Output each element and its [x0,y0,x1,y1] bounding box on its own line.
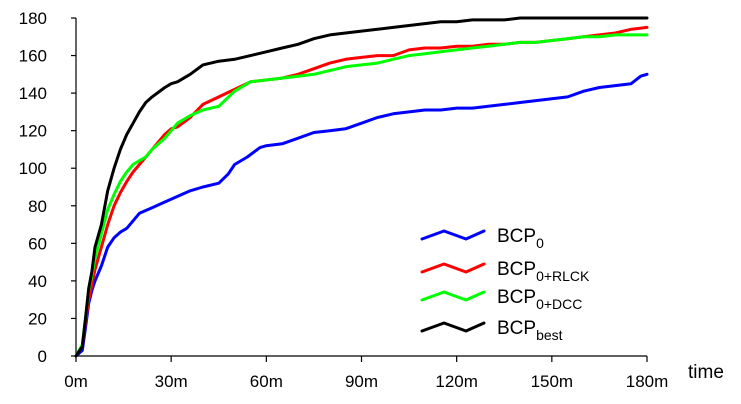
series-lines [74,16,649,358]
x-axis-ticks: 0m 30m 60m 90m 120m 150m 180m [64,356,668,391]
legend-swatch [420,262,486,274]
y-tick-label: 140 [19,84,47,103]
x-axis-title: time [688,362,724,383]
series-line-1 [74,72,649,358]
x-tick-label: 90m [345,372,378,391]
y-tick-label: 20 [28,309,47,328]
x-tick-label: 60m [250,372,283,391]
x-tick-label: 150m [531,372,574,391]
x-tick-label: 30m [155,372,188,391]
legend-subscript: 0+DCC [536,296,582,312]
y-axis-ticks: 0 20 40 60 80 100 120 140 160 180 [19,9,76,366]
legend-swatch [420,321,486,333]
legend-name: BCP [497,287,536,308]
y-tick-label: 0 [38,347,47,366]
legend-subscript: 0+RLCK [536,268,590,284]
legend-entry-label: BCP0+RLCK [497,259,590,284]
y-tick-label: 160 [19,47,47,66]
y-tick-label: 80 [28,197,47,216]
y-tick-label: 60 [28,234,47,253]
legend-entry-label: BCP0 [497,226,544,251]
x-tick-label: 180m [626,372,669,391]
legend-name: BCP [497,259,536,280]
x-tick-label: 120m [435,372,478,391]
series-line-3 [74,33,649,358]
y-tick-label: 100 [19,159,47,178]
legend-swatch [420,229,486,241]
legend-subscript: best [536,327,563,343]
legend-entry-label: BCPbest [497,318,563,343]
legend-subscript: 0 [536,235,544,251]
y-tick-label: 180 [19,9,47,28]
legend-entry-label: BCP0+DCC [497,287,582,312]
y-tick-label: 40 [28,272,47,291]
legend-name: BCP [497,226,536,247]
legend-swatch [420,290,486,302]
series-line-4 [74,16,649,358]
plot-axes: 0 20 40 60 80 100 120 140 160 180 0m 30m 60m 90m 120m… [19,9,724,391]
x-tick-label: 0m [64,372,88,391]
y-tick-label: 120 [19,122,47,141]
legend-name: BCP [497,318,536,339]
